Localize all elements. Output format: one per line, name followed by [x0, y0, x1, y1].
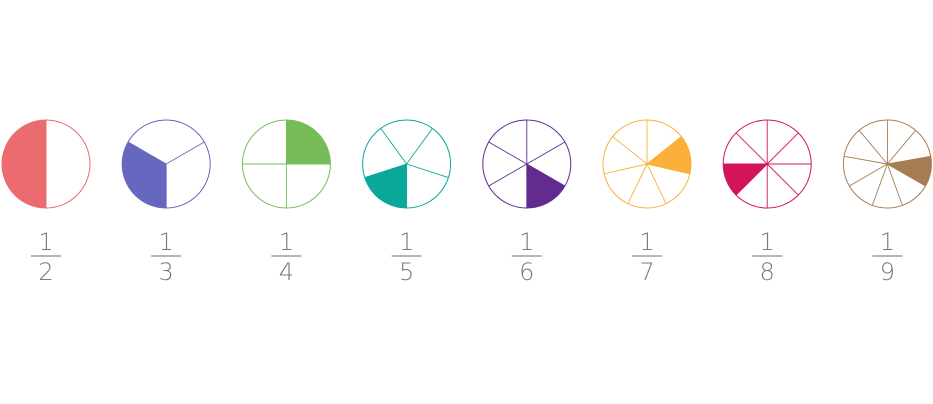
numerator: 1 [399, 228, 414, 256]
divider-line [364, 163, 407, 179]
divider-line [380, 128, 407, 165]
divider-line [406, 163, 449, 179]
fraction-1-4: 14 [241, 119, 331, 286]
highlighted-slice [364, 164, 407, 208]
divider-line [886, 163, 903, 206]
divider-line [526, 141, 566, 165]
divider-line [612, 136, 648, 165]
divider-line [646, 163, 690, 175]
fraction-circle [121, 119, 211, 209]
divider-line [406, 128, 433, 165]
highlighted-slice [286, 120, 331, 164]
denominator: 6 [519, 258, 534, 286]
divider-line [735, 163, 768, 196]
denominator: 3 [159, 258, 174, 286]
divider-line [766, 163, 799, 196]
divider-line [604, 163, 648, 175]
divider-line [843, 155, 888, 165]
fraction-circle [722, 119, 812, 209]
divider-line [887, 155, 931, 165]
divider-line [646, 136, 682, 165]
highlighted-slice [526, 164, 565, 208]
denominator: 7 [639, 258, 654, 286]
divider-line [627, 163, 648, 204]
highlighted-slice [2, 120, 46, 208]
fraction-circle [602, 119, 692, 209]
divider-line [871, 163, 888, 206]
numerator: 1 [519, 228, 534, 256]
divider-line [887, 130, 917, 165]
numerator: 1 [279, 228, 294, 256]
fraction-circle [362, 119, 452, 209]
fraction-circle [241, 119, 331, 209]
divider-line [766, 132, 799, 165]
divider-line [488, 163, 528, 187]
fraction-1-2: 12 [1, 119, 91, 286]
denominator: 5 [399, 258, 414, 286]
divider-line [488, 141, 528, 165]
highlighted-slice [723, 164, 768, 196]
fraction-1-5: 15 [362, 119, 452, 286]
divider-line [858, 130, 888, 165]
fraction-circle [1, 119, 91, 209]
numerator: 1 [880, 228, 895, 256]
numerator: 1 [38, 228, 53, 256]
fraction-1-8: 18 [722, 119, 812, 286]
fraction-1-3: 13 [121, 119, 211, 286]
denominator: 9 [880, 258, 895, 286]
divider-line [849, 163, 888, 187]
fraction-circle [482, 119, 572, 209]
denominator: 2 [38, 258, 53, 286]
numerator: 1 [639, 228, 654, 256]
denominator: 4 [279, 258, 294, 286]
divider-line [735, 132, 768, 165]
highlighted-slice [887, 156, 932, 186]
highlighted-slice [122, 142, 167, 208]
divider-line [887, 163, 926, 187]
fraction-1-6: 16 [482, 119, 572, 286]
denominator: 8 [760, 258, 775, 286]
divider-line [127, 141, 167, 165]
numerator: 1 [159, 228, 174, 256]
divider-line [165, 141, 205, 165]
fraction-1-7: 17 [602, 119, 692, 286]
numerator: 1 [760, 228, 775, 256]
fraction-circle [842, 119, 932, 209]
divider-line [646, 163, 667, 204]
divider-line [526, 163, 566, 187]
fraction-1-9: 19 [842, 119, 932, 286]
highlighted-slice [647, 136, 692, 174]
